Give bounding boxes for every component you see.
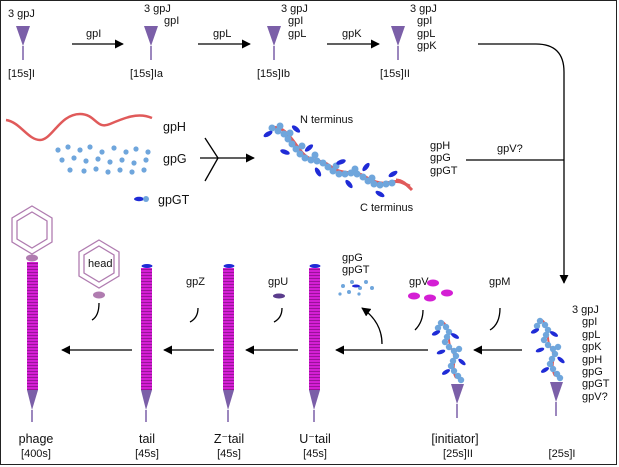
s25I-s: [25s]I <box>548 448 576 460</box>
gpG-dots <box>55 144 151 175</box>
s25I-labels: 3 gpJ gpI gpL gpK gpH gpG gpGT gpV? <box>572 304 610 403</box>
gpU-label: gpU <box>268 276 289 288</box>
s4-top-labels: 3 gpJ gpI gpL gpK <box>410 3 437 53</box>
head-label: head <box>88 258 113 270</box>
phage-name: phage <box>18 432 54 446</box>
arrow-gpK-label: gpK <box>342 28 362 40</box>
gpG-label: gpG <box>163 152 187 166</box>
gpGT-label: gpGT <box>158 193 190 207</box>
gpH-label: gpH <box>163 120 186 134</box>
tape-measure-beads <box>268 122 396 189</box>
s1-name: [15s]I <box>8 68 35 80</box>
head-capsid <box>78 239 120 299</box>
tape-measure-gpGT <box>263 125 398 198</box>
n-terminus-label: N terminus <box>300 114 354 126</box>
gpV-question-label: gpV? <box>497 143 523 155</box>
gpV-symbols <box>408 279 453 302</box>
s1-top-label: 3 gpJ <box>8 8 35 20</box>
cone-15s-I <box>16 26 30 60</box>
s3-top-labels: 3 gpJ gpI gpL <box>281 3 308 40</box>
arrow-gpI-label: gpI <box>86 28 102 40</box>
gpM-label: gpM <box>489 276 511 288</box>
cone-15s-Ib <box>267 26 281 60</box>
ztail-s: [45s] <box>217 448 241 460</box>
arrow-release <box>361 307 383 345</box>
arrow-gpM <box>489 307 501 331</box>
utail-structure <box>309 264 321 422</box>
s25I-structure <box>530 317 565 416</box>
initiator-s: [25s]II <box>443 448 473 460</box>
ztail-structure <box>223 264 235 422</box>
tail-s: [45s] <box>135 448 159 460</box>
arrow-gpU <box>273 307 283 323</box>
ztail-name: Z⁻tail <box>213 432 245 446</box>
arrow-to-25s <box>478 43 569 284</box>
converging-arrows <box>200 137 255 182</box>
s3-name: [15s]Ib <box>257 68 291 80</box>
arrow-gpZ <box>189 307 199 323</box>
gpU-symbol <box>273 293 285 299</box>
gpH-chain <box>5 112 153 142</box>
cone-15s-Ia <box>144 26 158 60</box>
initiator-structure <box>431 319 466 418</box>
arrow-gpL-label: gpL <box>213 28 232 40</box>
gpGT-symbol <box>134 196 149 202</box>
s4-name: [15s]II <box>380 68 410 80</box>
utail-s: [45s] <box>303 448 327 460</box>
gpV-label: gpV <box>409 276 429 288</box>
tail-structure <box>141 264 153 422</box>
row2-right-labels: gpH gpG gpGT <box>430 140 458 177</box>
phage-structure <box>11 205 53 422</box>
gpZ-label: gpZ <box>186 276 205 288</box>
cone-15s-II <box>391 26 405 60</box>
tail-name: tail <box>139 432 155 446</box>
initiator-name: [initiator] <box>431 432 479 446</box>
arrow-head-join <box>91 302 100 321</box>
s2-top-labels: 3 gpJ gpI <box>144 3 180 28</box>
s2-name: [15s]Ia <box>130 68 164 80</box>
phage-s: [400s] <box>21 448 51 460</box>
released-gpG-dots <box>338 280 374 296</box>
utail-name: U⁻tail <box>299 432 331 446</box>
gpG-gpGT-labels: gpG gpGT <box>342 252 370 277</box>
arrow-gpV <box>414 309 424 331</box>
c-terminus-label: C terminus <box>360 202 414 214</box>
tape-measure-tail <box>395 178 414 192</box>
